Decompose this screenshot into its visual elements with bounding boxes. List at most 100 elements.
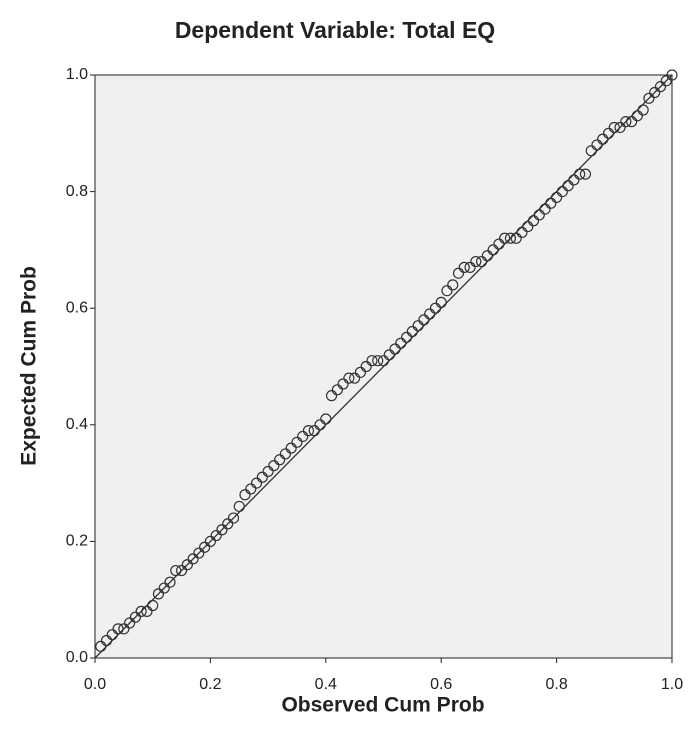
point bbox=[660, 75, 672, 87]
point bbox=[204, 535, 216, 548]
point bbox=[302, 425, 315, 437]
point bbox=[395, 337, 407, 349]
point bbox=[614, 121, 626, 134]
point bbox=[545, 197, 557, 209]
point bbox=[170, 564, 182, 577]
point bbox=[210, 529, 222, 542]
point bbox=[383, 349, 395, 361]
point bbox=[308, 425, 320, 437]
point bbox=[608, 121, 620, 134]
point bbox=[516, 226, 528, 239]
point bbox=[400, 331, 413, 343]
point bbox=[504, 232, 517, 244]
x-tick-label: 0.8 bbox=[545, 676, 567, 693]
point bbox=[591, 139, 603, 151]
point bbox=[124, 617, 136, 629]
point bbox=[141, 605, 153, 617]
y-tick-label: 0.8 bbox=[66, 183, 88, 200]
point bbox=[152, 588, 165, 600]
point bbox=[475, 255, 488, 268]
point bbox=[510, 232, 522, 244]
point bbox=[360, 360, 372, 373]
point bbox=[262, 465, 274, 478]
point bbox=[620, 116, 632, 128]
point bbox=[112, 623, 124, 635]
y-tick-label: 0.4 bbox=[66, 416, 88, 433]
point bbox=[654, 81, 667, 93]
point bbox=[372, 355, 384, 367]
point bbox=[597, 133, 609, 145]
point bbox=[481, 250, 493, 262]
point bbox=[291, 436, 303, 448]
point bbox=[135, 605, 147, 617]
point bbox=[377, 355, 390, 367]
point bbox=[643, 92, 655, 104]
point bbox=[331, 384, 343, 396]
point bbox=[626, 116, 638, 128]
point bbox=[366, 355, 378, 367]
point bbox=[452, 267, 465, 279]
point bbox=[412, 320, 424, 332]
point bbox=[239, 489, 251, 501]
x-axis-title: Observed Cum Prob bbox=[281, 694, 484, 717]
point bbox=[337, 378, 349, 390]
point bbox=[164, 576, 176, 588]
point bbox=[649, 86, 661, 99]
x-tick-label: 0.6 bbox=[430, 676, 452, 693]
point bbox=[406, 325, 418, 338]
point bbox=[522, 220, 534, 233]
point bbox=[389, 343, 401, 355]
point bbox=[193, 547, 205, 559]
y-tick-label: 0.2 bbox=[66, 533, 88, 550]
point bbox=[602, 127, 615, 139]
point bbox=[568, 174, 580, 186]
point bbox=[435, 296, 447, 308]
x-tick-label: 1.0 bbox=[661, 676, 683, 693]
point bbox=[129, 611, 141, 623]
y-tick-label: 1.0 bbox=[66, 66, 88, 83]
point bbox=[95, 640, 107, 652]
point bbox=[314, 419, 326, 431]
x-tick-label: 0.2 bbox=[199, 676, 221, 693]
point bbox=[527, 215, 540, 227]
point bbox=[533, 209, 545, 221]
chart-title: Dependent Variable: Total EQ bbox=[175, 17, 495, 43]
point bbox=[487, 244, 499, 256]
point bbox=[325, 390, 338, 402]
point bbox=[637, 104, 649, 116]
point bbox=[418, 314, 430, 326]
point bbox=[187, 553, 199, 565]
point bbox=[562, 180, 574, 192]
point bbox=[158, 582, 170, 594]
point bbox=[227, 512, 240, 524]
point bbox=[441, 285, 453, 297]
point bbox=[147, 599, 159, 612]
point bbox=[470, 255, 482, 268]
point bbox=[274, 454, 286, 466]
y-tick-label: 0.0 bbox=[66, 649, 88, 666]
point bbox=[631, 110, 643, 122]
point bbox=[216, 524, 228, 536]
point bbox=[106, 629, 118, 641]
point bbox=[175, 564, 188, 577]
x-tick-label: 0.0 bbox=[84, 676, 106, 693]
point bbox=[181, 559, 193, 571]
point bbox=[250, 477, 263, 489]
point bbox=[268, 460, 280, 472]
x-tick-label: 0.4 bbox=[315, 676, 337, 693]
point bbox=[424, 308, 436, 320]
point bbox=[256, 471, 268, 483]
point bbox=[118, 623, 130, 635]
point bbox=[574, 168, 586, 180]
point bbox=[222, 518, 234, 530]
point bbox=[499, 232, 511, 244]
y-axis-title: Expected Cum Prob bbox=[18, 266, 41, 466]
point bbox=[285, 442, 297, 454]
point bbox=[279, 448, 292, 460]
point bbox=[245, 483, 257, 495]
point bbox=[464, 261, 476, 273]
point bbox=[579, 168, 592, 180]
point bbox=[297, 430, 309, 443]
point bbox=[343, 372, 355, 384]
